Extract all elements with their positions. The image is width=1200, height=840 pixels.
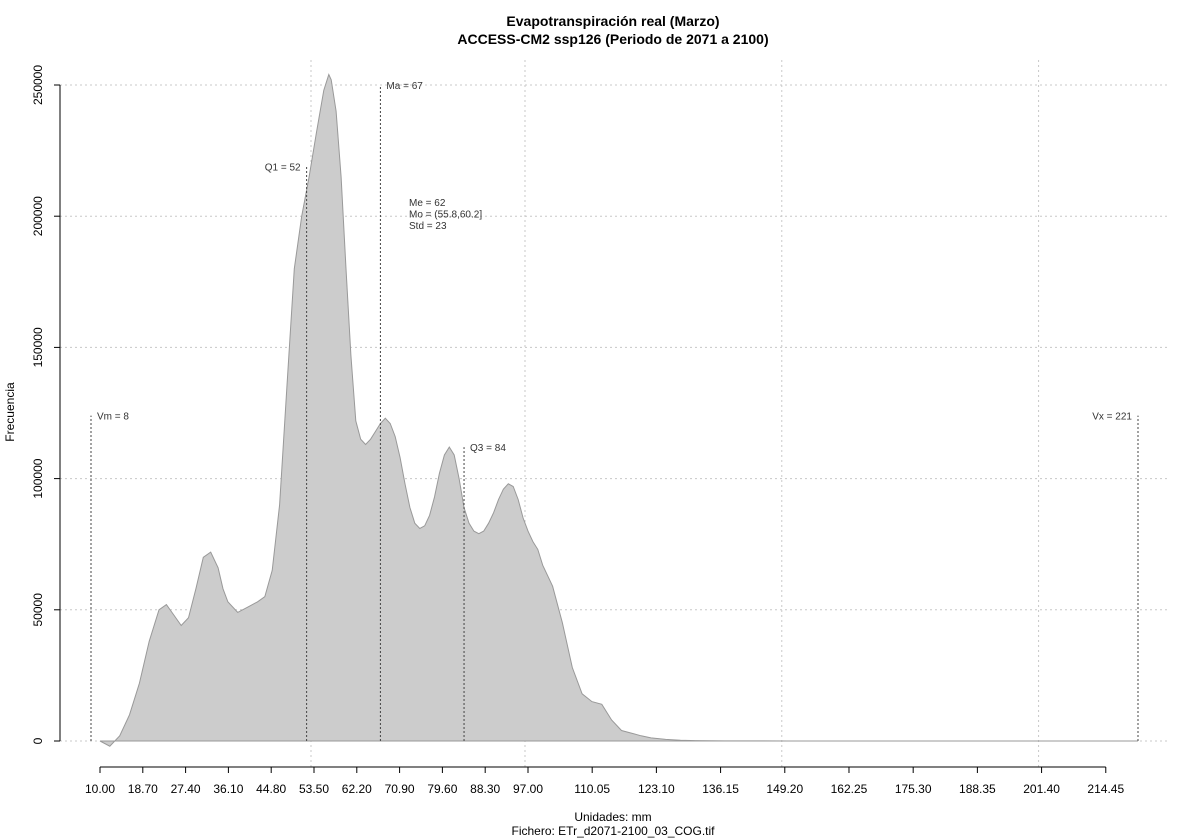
- x-tick-label-19: 214.45: [1087, 782, 1124, 796]
- x-tick-label-6: 62.20: [342, 782, 372, 796]
- stat-label-q3: Q3 = 84: [470, 443, 506, 454]
- stat-label-ma: Ma = 67: [386, 81, 423, 92]
- x-tick-label-4: 44.80: [256, 782, 286, 796]
- density-area: [99, 73, 1138, 747]
- x-tick-label-3: 36.10: [213, 782, 243, 796]
- x-tick-label-17: 188.35: [959, 782, 996, 796]
- y-axis-label: Frecuencia: [3, 382, 17, 442]
- y-tick-label-5: 250000: [31, 65, 45, 105]
- x-tick-label-2: 27.40: [171, 782, 201, 796]
- x-tick-label-9: 88.30: [470, 782, 500, 796]
- x-tick-label-0: 10.00: [85, 782, 115, 796]
- file-caption: Fichero: ETr_d2071-2100_03_COG.tif: [512, 824, 716, 838]
- x-tick-label-5: 53.50: [299, 782, 329, 796]
- y-tick-label-1: 50000: [31, 593, 45, 627]
- chart-subtitle: ACCESS-CM2 ssp126 (Periodo de 2071 a 210…: [457, 31, 768, 47]
- chart-title: Evapotranspiración real (Marzo): [506, 13, 719, 29]
- stats-line-1: Mo = (55.8,60.2]: [409, 210, 482, 221]
- x-tick-label-10: 97.00: [513, 782, 543, 796]
- x-tick-label-14: 149.20: [766, 782, 803, 796]
- x-tick-label-1: 18.70: [128, 782, 158, 796]
- stat-label-vm: Vm = 8: [97, 412, 129, 423]
- y-tick-label-4: 200000: [31, 196, 45, 236]
- y-axis: 0 50000 100000 150000 200000 250000: [31, 65, 61, 744]
- x-tick-label-16: 175.30: [895, 782, 932, 796]
- x-tick-label-8: 79.60: [427, 782, 457, 796]
- x-tick-label-7: 70.90: [385, 782, 415, 796]
- x-tick-label-11: 110.05: [574, 782, 610, 796]
- stats-line-0: Me = 62: [409, 198, 446, 209]
- x-tick-label-12: 123.10: [638, 782, 675, 796]
- x-axis-label: Unidades: mm: [574, 810, 651, 824]
- x-tick-label-18: 201.40: [1023, 782, 1060, 796]
- y-tick-label-0: 0: [31, 737, 45, 744]
- x-tick-label-15: 162.25: [831, 782, 868, 796]
- x-tick-label-13: 136.15: [702, 782, 739, 796]
- stat-lines-layer: Vm = 8 Q1 = 52 Ma = 67 Q3 = 84 Vx = 221: [90, 81, 1139, 741]
- y-tick-label-3: 150000: [31, 327, 45, 367]
- stat-label-q1: Q1 = 52: [265, 162, 301, 173]
- stat-label-vx: Vx = 221: [1092, 412, 1132, 423]
- stats-line-2: Std = 23: [409, 221, 447, 232]
- y-tick-label-2: 100000: [31, 458, 45, 498]
- x-axis: 10.00 18.70 27.40 36.10 44.80 53.50 62.20 70.90…: [85, 766, 1124, 796]
